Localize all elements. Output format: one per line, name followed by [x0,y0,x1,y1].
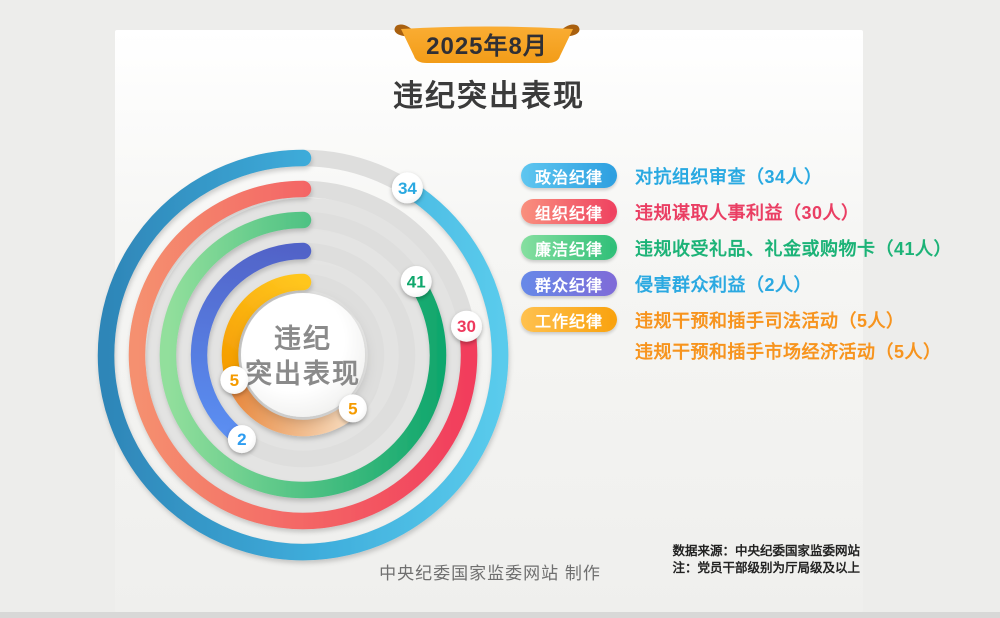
legend-pill-zuzhi: 组织纪律 [521,199,617,224]
legend-row-gongzuo: 工作纪律 违规干预和插手司法活动（5人） [521,307,952,332]
legend-pill-gongzuo: 工作纪律 [521,307,617,332]
arc-lianjie-jilv [159,211,447,499]
badge-5-left-value: 5 [230,371,239,390]
radial-chart: 违纪 突出表现 34 30 41 2 [95,143,519,567]
legend-pill-qunzhong: 群众纪律 [521,271,617,296]
badge-5-right-value: 5 [348,399,357,418]
badge-41-value: 41 [407,273,426,292]
arc-zuzhi-jilv [128,180,478,530]
badge-5-left: 5 [220,366,249,394]
center-disc: 违纪 突出表现 [241,293,365,417]
legend: 政治纪律 对抗组织审查（34人） 组织纪律 违规谋取人事利益（30人） 廉洁纪律… [521,163,952,374]
page-title: 违纪突出表现 [393,80,585,113]
arc-zhengzhi-jilv [97,149,509,561]
badge-2-value: 2 [237,430,246,449]
badge-30: 30 [451,310,482,342]
legend-item-text: 违规收受礼品、礼金或购物卡（41人） [635,238,953,259]
center-label-line1: 违纪 [274,323,332,354]
note-line: 注：党员干部级别为厅局级及以上 [672,561,860,575]
legend-row-qunzhong: 群众纪律 侵害群众利益（2人） [521,271,952,296]
legend-pill-label: 政治纪律 [534,169,603,187]
legend-pill-label: 组织纪律 [534,205,603,223]
legend-pill-label: 群众纪律 [534,277,603,295]
ribbon-date-label: 2025年8月 [426,32,548,60]
arc-gongzuo-jilv-2 [226,371,362,437]
bottom-strip [0,612,1000,618]
legend-pill-label: 工作纪律 [534,313,603,331]
credit-line: 中央纪委国家监委网站 制作 [379,564,601,583]
legend-item-text: 违规谋取人事利益（30人） [635,202,860,223]
legend-pill-lianjie: 廉洁纪律 [521,235,617,260]
legend-row-zhengzhi: 政治纪律 对抗组织审查（34人） [521,163,952,188]
badge-34: 34 [391,172,423,204]
legend-row-zuzhi: 组织纪律 违规谋取人事利益（30人） [521,199,952,224]
legend-pill-zhengzhi: 政治纪律 [521,163,617,188]
badge-41: 41 [400,266,432,297]
arc-qunzhong-jilv [190,242,312,448]
legend-item-text: 侵害群众利益（2人） [635,274,813,295]
legend-item-text: 违规干预和插手市场经济活动（5人） [635,341,942,362]
value-badges: 34 30 41 2 5 [220,172,482,454]
center-label-line2: 突出表现 [245,358,361,389]
badge-30-value: 30 [457,317,476,336]
legend-item-text: 对抗组织审查（34人） [635,166,823,187]
badge-5-right: 5 [338,394,367,423]
legend-item-text: 违规干预和插手司法活动（5人） [635,310,905,331]
legend-row-gongzuo-line2: 违规干预和插手市场经济活动（5人） [635,338,952,363]
data-source-line: 数据来源：中央纪委国家监委网站 [672,544,860,558]
arc-gongzuo-jilv-1 [221,273,312,389]
badge-34-value: 34 [398,179,417,198]
legend-row-lianjie: 廉洁纪律 违规收受礼品、礼金或购物卡（41人） [521,235,952,260]
ribbon-body [401,26,573,63]
legend-pill-label: 廉洁纪律 [534,241,603,259]
date-ribbon: 2025年8月 [391,22,583,68]
badge-2: 2 [227,425,256,454]
source-note-block: 数据来源：中央纪委国家监委网站 注：党员干部级别为厅局级及以上 [560,543,860,577]
